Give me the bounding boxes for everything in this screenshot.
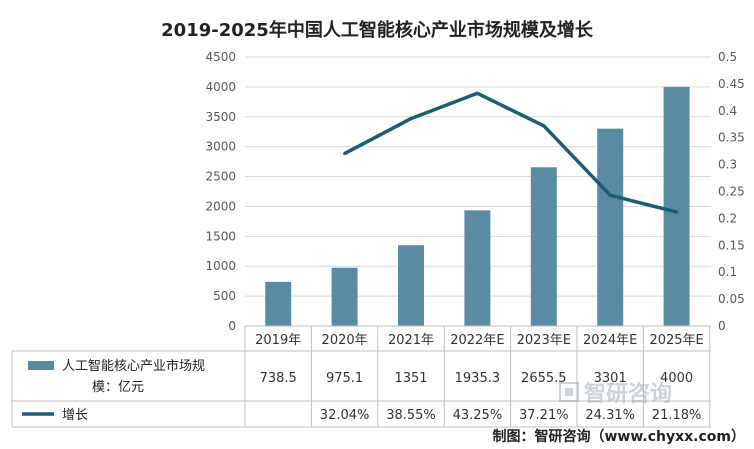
growth-value-cell: 38.55% — [386, 408, 436, 423]
y-right-tick-label: 0.4 — [718, 104, 737, 118]
legend-line-label: 增长 — [62, 408, 88, 423]
bar — [597, 128, 624, 326]
y-right-tick-label: 0.35 — [718, 131, 745, 145]
growth-point — [409, 117, 413, 121]
y-right-tick-label: 0.1 — [718, 265, 737, 279]
growth-value-cell: 32.04% — [320, 408, 370, 423]
y-right-tick-label: 0.5 — [718, 50, 737, 64]
axes: 0 500 1000 1500 2000 2500 3000 3500 4000 4500 0 0.0… — [205, 50, 744, 333]
growth-value-cell: 37.21% — [519, 408, 569, 423]
bar — [331, 267, 358, 326]
y-right-tick-label: 0.15 — [718, 238, 745, 252]
bar-value-cell: 1935.3 — [455, 371, 501, 386]
y-right-tick-label: 0 — [718, 319, 726, 333]
x-tick-label: 2021年 — [388, 333, 434, 348]
legend-bar-label: 人工智能核心产业市场规 — [62, 358, 205, 374]
y-left-tick-label: 0 — [228, 319, 236, 333]
y-left-tick-label: 1000 — [205, 259, 236, 273]
source-note: 制图：智研咨询（www.chyxx.com） — [493, 428, 746, 445]
y-left-tick-label: 4500 — [205, 50, 236, 64]
y-right-tick-label: 0.2 — [718, 211, 737, 225]
y-left-tick-label: 2500 — [205, 170, 236, 184]
line-series — [343, 91, 679, 214]
bar — [663, 86, 690, 326]
bar — [265, 281, 292, 326]
y-left-tick-label: 4000 — [205, 80, 236, 94]
growth-point — [608, 193, 612, 197]
bar — [398, 245, 424, 326]
bar-value-cell: 4000 — [660, 371, 693, 386]
bar — [464, 210, 491, 326]
bar-value-cell: 738.5 — [260, 371, 297, 386]
growth-value-cell: 24.31% — [585, 408, 635, 423]
legend-bar-swatch — [28, 361, 54, 370]
bar-value-cell: 3301 — [594, 371, 627, 386]
growth-value-cell: 21.18% — [652, 408, 702, 423]
y-right-tick-label: 0.45 — [718, 77, 745, 91]
y-right-tick-label: 0.3 — [718, 158, 737, 172]
growth-point — [542, 124, 546, 128]
y-left-tick-label: 1500 — [205, 229, 236, 243]
x-tick-label: 2019年 — [255, 333, 301, 348]
gridlines — [245, 56, 711, 327]
bar-value-cell: 2655.5 — [521, 371, 567, 386]
watermark: 智研咨询 — [559, 381, 672, 407]
x-tick-label: 2020年 — [322, 333, 368, 348]
bar-series — [265, 86, 690, 326]
y-right-tick-label: 0.25 — [718, 185, 745, 199]
y-left-tick-label: 500 — [213, 289, 236, 303]
y-right-tick-label: 0.05 — [718, 292, 745, 306]
growth-point — [675, 210, 679, 214]
x-tick-label: 2025年E — [649, 333, 703, 348]
x-tick-label: 2024年E — [583, 333, 637, 348]
y-left-tick-label: 3500 — [205, 110, 236, 124]
growth-value-cell: 43.25% — [453, 408, 503, 423]
bar — [530, 167, 557, 326]
y-left-tick-label: 2000 — [205, 199, 236, 213]
chart-title: 2019-2025年中国人工智能核心产业市场规模及增长 — [161, 19, 594, 41]
legend-bar-label-cont: 模：亿元 — [92, 380, 144, 395]
watermark-logo-icon — [559, 382, 579, 402]
x-tick-label: 2023年E — [517, 333, 571, 348]
growth-line — [343, 91, 678, 214]
watermark-logo-icon-inner — [565, 388, 573, 396]
growth-point — [343, 152, 347, 156]
growth-point — [475, 91, 479, 95]
bar-value-cell: 1351 — [394, 371, 427, 386]
data-table: 2019年 2020年 2021年 2022年E 2023年E 2024年E 2025年E 人… — [11, 325, 711, 428]
watermark-text: 智研咨询 — [584, 381, 672, 407]
x-tick-label: 2022年E — [450, 333, 504, 348]
y-left-tick-label: 3000 — [205, 140, 236, 154]
bar-value-cell: 975.1 — [326, 371, 363, 386]
